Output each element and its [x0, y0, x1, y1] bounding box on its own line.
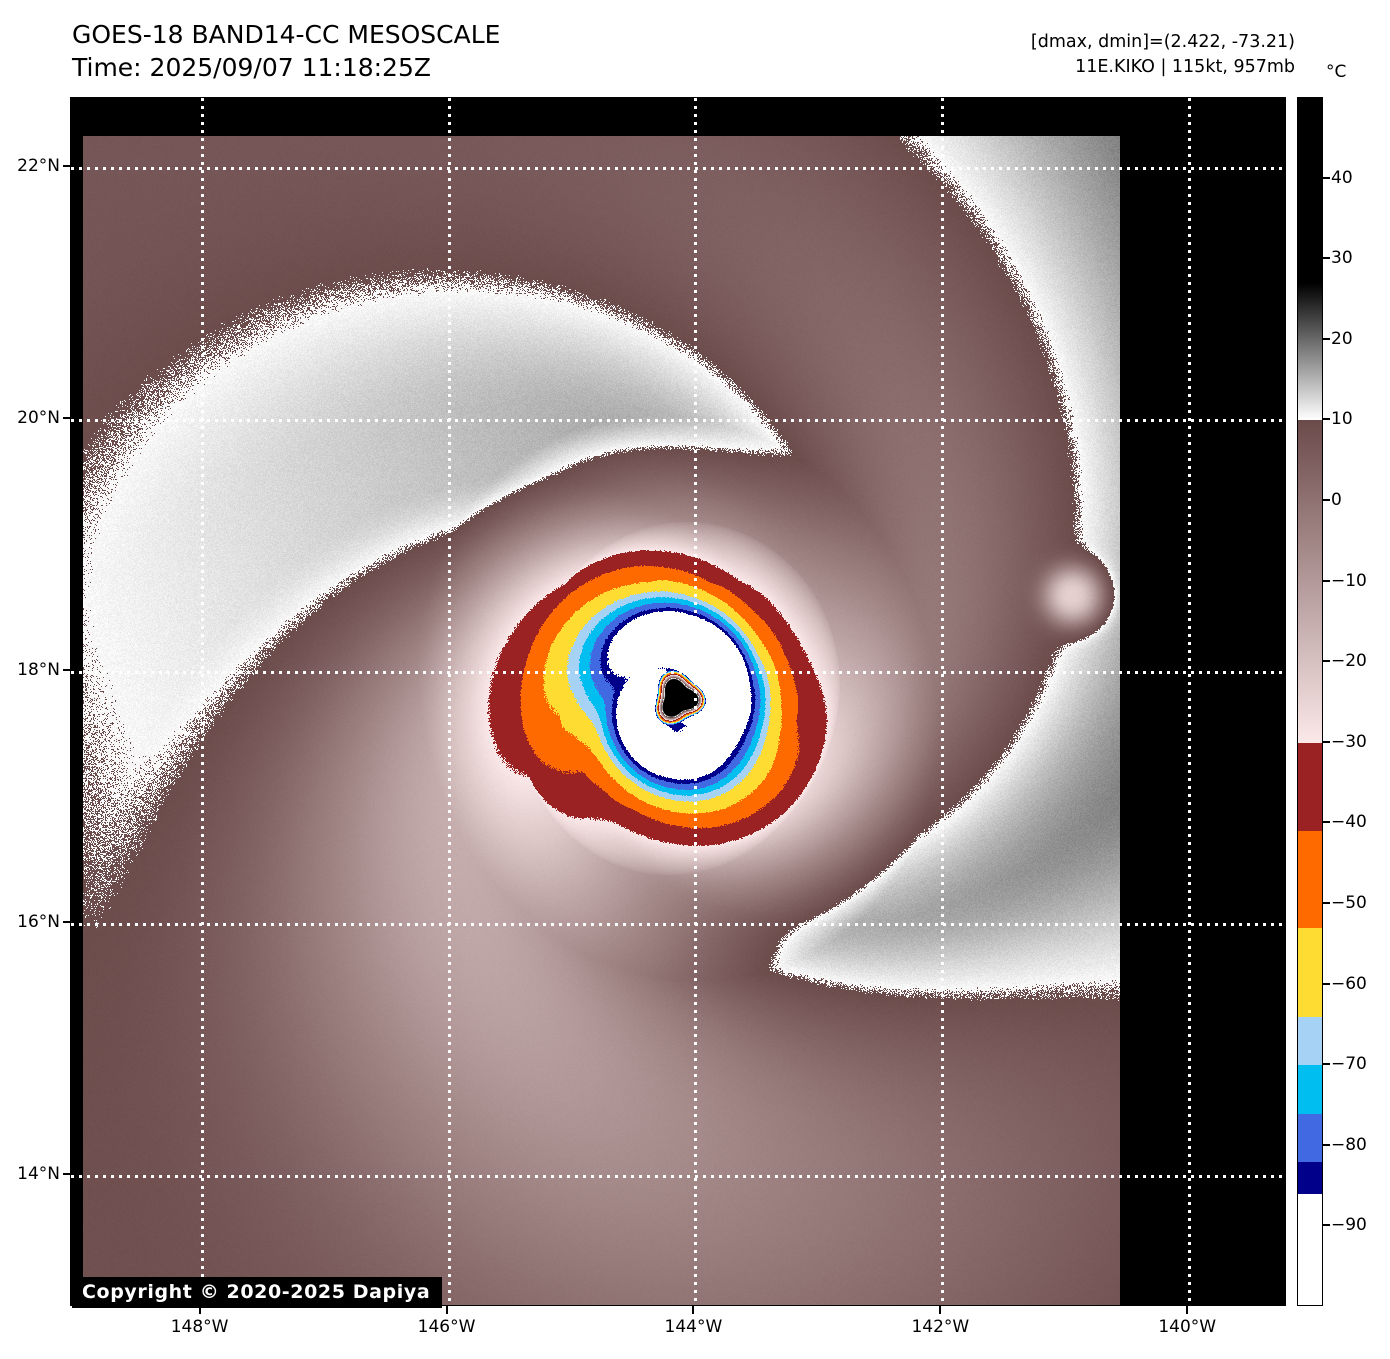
colorbar-tick-label: 40 [1331, 167, 1353, 188]
colorbar-segment [1298, 1194, 1322, 1305]
gridline-longitude [1188, 98, 1192, 1305]
colorbar-tick-label: −90 [1331, 1215, 1367, 1236]
satellite-plot-area[interactable] [70, 97, 1286, 1306]
axis-label-longitude: 146°W [417, 1317, 476, 1337]
colorbar-tick [1323, 418, 1330, 421]
colorbar-tick-label: 20 [1331, 328, 1353, 349]
colorbar-segment [1298, 1065, 1322, 1114]
axis-label-longitude: 148°W [170, 1317, 229, 1337]
satellite-data-extent [83, 136, 1120, 1305]
colorbar-tick-label: −40 [1331, 812, 1367, 833]
colorbar-tick [1323, 982, 1330, 985]
axis-tick-latitude [63, 1172, 71, 1175]
colorbar-tick [1323, 1224, 1330, 1227]
satellite-image [71, 98, 1285, 1305]
colorbar-tick [1323, 337, 1330, 340]
colorbar-tick-label: 10 [1331, 409, 1353, 430]
colorbar-segment [1298, 742, 1322, 832]
colorbar-tick-label: 30 [1331, 248, 1353, 269]
colorbar-segment [1298, 928, 1322, 1017]
axis-label-longitude: 140°W [1158, 1317, 1217, 1337]
colorbar-segment [1298, 1161, 1322, 1195]
colorbar-tick-label: −10 [1331, 570, 1367, 591]
colorbar-tick-label: −60 [1331, 973, 1367, 994]
colorbar-tick [1323, 176, 1330, 179]
data-range-label: [dmax, dmin]=(2.422, -73.21) [1030, 32, 1295, 52]
colorbar-tick-label: −80 [1331, 1134, 1367, 1155]
colorbar-tick [1323, 579, 1330, 582]
colorbar-tick-label: −30 [1331, 731, 1367, 752]
axis-tick-latitude [63, 165, 71, 168]
temperature-colorbar[interactable] [1297, 97, 1323, 1306]
axis-label-latitude: 16°N [17, 911, 60, 932]
axis-tick-longitude [939, 1306, 942, 1314]
colorbar-tick-label: −50 [1331, 893, 1367, 913]
axis-tick-longitude [1186, 1306, 1189, 1314]
axis-label-longitude: 144°W [664, 1317, 723, 1337]
storm-info-label: 11E.KIKO | 115kt, 957mb [1075, 57, 1295, 77]
colorbar-tick [1323, 660, 1330, 663]
axis-tick-longitude [198, 1306, 201, 1314]
colorbar-segment [1298, 831, 1322, 929]
colorbar-tick-label: −70 [1331, 1054, 1367, 1075]
gridline-longitude [694, 98, 698, 1305]
header-title-block: GOES-18 BAND14-CC MESOSCALE Time: 2025/0… [72, 18, 500, 84]
colorbar-unit-label: °C [1326, 62, 1347, 82]
page-title: GOES-18 BAND14-CC MESOSCALE [72, 20, 501, 49]
colorbar-tick [1323, 499, 1330, 501]
gridline-latitude [71, 167, 1285, 171]
colorbar-tick [1323, 902, 1330, 904]
gridline-latitude [71, 1174, 1285, 1178]
axis-label-latitude: 22°N [17, 156, 60, 177]
colorbar-segment [1298, 420, 1322, 743]
colorbar-segment [1298, 1113, 1322, 1162]
colorbar-tick-label: −20 [1331, 651, 1367, 672]
timestamp-label: Time: 2025/09/07 11:18:25Z [72, 53, 431, 82]
axis-tick-latitude [63, 920, 71, 923]
satellite-imagery-canvas [83, 136, 1120, 1305]
gridline-latitude [71, 419, 1285, 423]
gridline-latitude [71, 671, 1285, 675]
axis-tick-longitude [445, 1306, 448, 1314]
colorbar-segment [1298, 1016, 1322, 1066]
colorbar-tick [1323, 740, 1330, 743]
axis-label-latitude: 14°N [17, 1163, 60, 1184]
colorbar-tick [1323, 1143, 1330, 1146]
gridline-longitude [941, 98, 945, 1305]
axis-label-latitude: 20°N [17, 408, 60, 429]
gridline-longitude [447, 98, 451, 1305]
axis-label-longitude: 142°W [911, 1317, 970, 1337]
axis-tick-longitude [692, 1306, 695, 1314]
gridline-longitude [200, 98, 204, 1305]
colorbar-tick [1323, 1063, 1330, 1066]
gridline-latitude [71, 922, 1285, 926]
axis-tick-latitude [63, 417, 71, 420]
axis-tick-latitude [63, 669, 71, 672]
colorbar-tick [1323, 257, 1330, 260]
colorbar-tick-label: 0 [1331, 490, 1342, 510]
header-meta-block: [dmax, dmin]=(2.422, -73.21) 11E.KIKO | … [1031, 30, 1295, 80]
colorbar-segment [1298, 283, 1322, 421]
copyright-watermark: Copyright © 2020-2025 Dapiya [72, 1277, 443, 1308]
axis-label-latitude: 18°N [17, 660, 60, 681]
colorbar-segment [1298, 98, 1322, 284]
colorbar-tick [1323, 821, 1330, 824]
